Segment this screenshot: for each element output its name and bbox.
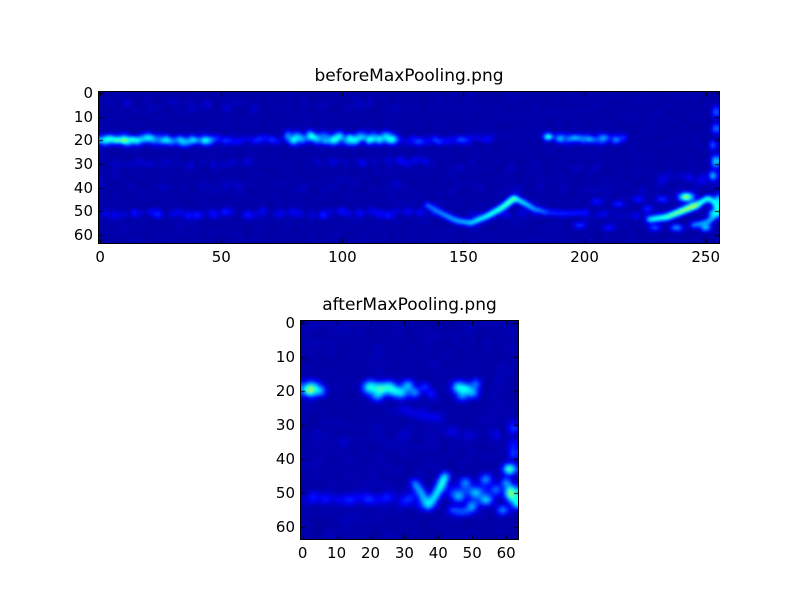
x-tick-label: 60 <box>496 544 516 562</box>
x-tick-label: 40 <box>428 544 448 562</box>
y-tick-label: 30 <box>73 154 93 173</box>
plot-title-before: beforeMaxPooling.png <box>314 66 504 86</box>
y-tick-label: 40 <box>275 449 295 468</box>
after-heatmap-canvas <box>300 320 519 540</box>
y-tick-label: 10 <box>73 107 93 126</box>
x-tick-label: 50 <box>462 544 482 562</box>
y-tick-label: 20 <box>275 381 295 400</box>
y-tick-label: 20 <box>73 131 93 150</box>
x-tick-label: 0 <box>297 544 308 562</box>
y-tick-label: 0 <box>285 313 295 332</box>
x-tick-label: 50 <box>211 248 231 266</box>
y-tick-label: 60 <box>275 518 295 537</box>
x-tick-label: 0 <box>95 248 105 266</box>
before-heatmap-canvas <box>98 91 720 244</box>
x-tick-label: 10 <box>327 544 347 562</box>
y-tick-label: 10 <box>275 347 295 366</box>
y-tick-label: 40 <box>73 178 93 197</box>
x-tick-label: 20 <box>360 544 381 562</box>
x-tick-label: 150 <box>449 248 478 266</box>
x-tick-label: 30 <box>394 544 414 562</box>
x-tick-label: 100 <box>328 248 357 266</box>
y-tick-label: 50 <box>73 202 93 221</box>
x-tick-label: 200 <box>570 248 599 266</box>
y-tick-label: 50 <box>275 484 295 503</box>
y-tick-label: 60 <box>73 225 93 244</box>
plot-title-after: afterMaxPooling.png <box>322 295 497 315</box>
y-tick-label: 30 <box>275 415 295 434</box>
y-tick-label: 0 <box>83 84 93 103</box>
x-tick-label: 250 <box>691 248 720 266</box>
